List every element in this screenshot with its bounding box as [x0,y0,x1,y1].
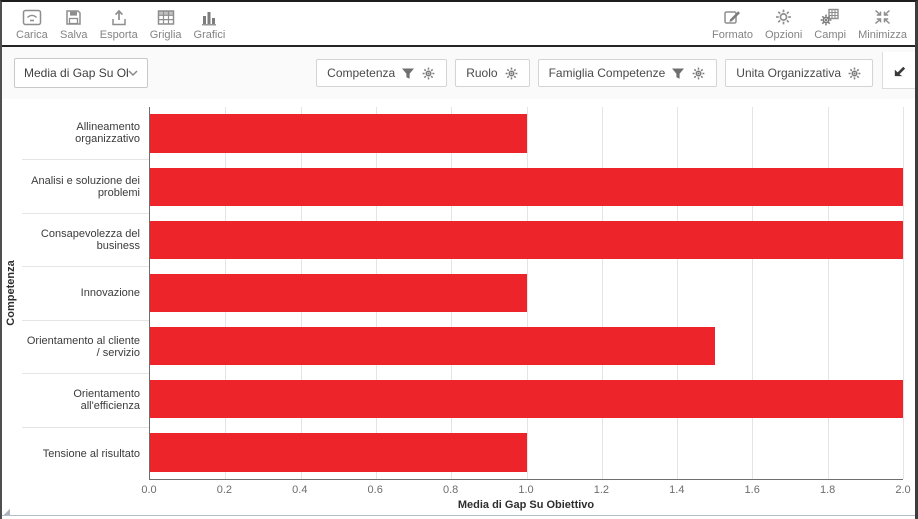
filter-bar: Media di Gap Su Obie... Competenza Ruolo F… [2,47,915,99]
toolbar-item-griglia[interactable]: Griglia [144,6,188,42]
x-tick-label: 1.8 [819,484,836,496]
category-label: Allineamento organizzativo [22,107,149,161]
x-tick-label: 1.4 [669,484,685,496]
filter-button-famiglia-competenze[interactable]: Famiglia Competenze [537,59,718,87]
category-band [150,266,903,319]
category-label: Consapevolezza del business [22,214,149,268]
category-band [150,373,903,426]
toolbar-item-label: Griglia [149,29,182,41]
toolbar-item-campi[interactable]: Campi [808,6,852,42]
x-axis-ticks: 0.0 0.2 0.4 0.6 0.8 1.0 1.2 1.4 1.6 1.8 2.0 [141,484,910,497]
filter-button-label: Unita Organizzativa [736,66,841,80]
category-band [150,213,903,266]
gear-icon[interactable] [847,66,862,81]
filter-button-unita-organizzativa[interactable]: Unita Organizzativa [725,59,873,87]
bar[interactable] [150,433,527,472]
gridline [903,107,904,479]
minimize-icon [872,7,893,27]
category-band [150,426,903,479]
bar[interactable] [150,273,527,313]
bar-series [150,107,903,479]
bar[interactable] [150,114,527,153]
toolbar-item-label: Minimizza [858,29,907,41]
gridline [601,107,603,479]
category-label: Analisi e soluzione dei problemi [22,160,149,214]
category-label: Innovazione [22,267,149,321]
x-tick-label: 1.2 [593,484,610,496]
gridline [526,107,528,479]
category-label: Orientamento all'efficienza [22,374,149,428]
toolbar-item-label: Esporta [99,29,138,41]
filter-button-label: Ruolo [466,66,498,80]
plot-area [149,107,904,480]
arrow-down-left-icon [892,63,907,78]
measure-dropdown-value: Media di Gap Su Obie... [24,66,128,80]
toolbar-item-label: Opzioni [765,29,803,41]
toolbar-left-group: Carica Salva Esporta Griglia Grafici [10,6,231,42]
filter-button-ruolo[interactable]: Ruolo [455,59,530,87]
gridline [752,107,754,479]
save-icon [64,7,83,27]
toolbar-item-label: Carica [16,29,48,41]
toolbar-right-group: Formato Opzioni Campi Minimizza [706,6,913,42]
window-bottom-border [2,515,915,516]
funnel-icon[interactable] [671,67,685,80]
filter-button-label: Competenza [327,66,396,80]
x-tick-label: 0.4 [292,484,308,496]
x-tick-label: 0.8 [442,484,459,496]
gridline [677,107,679,479]
category-band [150,107,903,160]
category-axis-labels: Allineamento organizzativo Analisi e solu… [22,107,149,480]
toolbar-item-label: Campi [814,29,847,41]
toolbar-item-label: Formato [712,29,753,41]
x-tick-label: 0.6 [367,484,383,496]
toolbar-item-carica[interactable]: Carica [10,6,54,42]
gear-icon[interactable] [421,66,436,81]
gear-icon [773,7,794,27]
gear-icon[interactable] [504,66,519,81]
toolbar-item-grafici[interactable]: Grafici [188,6,232,42]
y-axis-title: Competenza [5,260,17,326]
funnel-icon[interactable] [401,67,415,80]
bar-chart: Competenza Allineamento organizzativo Ana… [2,99,915,519]
category-label: Orientamento al cliente / servizio [22,321,149,375]
edit-icon [722,7,743,27]
category-label: Tensione al risultato [42,447,140,460]
chevron-down-icon [128,70,138,76]
open-icon [21,7,43,27]
grid-icon [156,7,176,27]
resize-grip[interactable] [4,509,10,515]
x-tick-label: 1.0 [518,484,534,496]
x-tick-label: 1.6 [744,484,760,496]
toolbar-item-opzioni[interactable]: Opzioni [759,6,808,42]
filter-button-label: Famiglia Competenze [548,66,666,80]
export-icon [109,7,129,27]
fields-icon [819,7,841,27]
gear-icon[interactable] [691,66,706,81]
toolbar-item-salva[interactable]: Salva [54,6,94,42]
bar[interactable] [150,380,903,419]
toolbar-item-esporta[interactable]: Esporta [94,6,144,42]
toolbar-item-label: Grafici [193,29,226,41]
toolbar-item-label: Salva [60,29,88,41]
category-band [150,160,903,213]
gridline [827,107,829,479]
main-toolbar: Carica Salva Esporta Griglia Grafici Formato… [2,2,915,47]
x-tick-label: 0.2 [216,484,233,496]
bar[interactable] [150,327,715,366]
restore-panel-button[interactable] [882,52,915,89]
measure-dropdown[interactable]: Media di Gap Su Obie... [14,58,148,88]
x-tick-label: 2.0 [895,484,911,496]
x-tick-label: 0.0 [141,484,157,496]
filter-button-competenza[interactable]: Competenza [316,59,448,87]
toolbar-item-formato[interactable]: Formato [706,6,759,42]
toolbar-item-minimizza[interactable]: Minimizza [852,6,913,42]
bar[interactable] [150,167,903,206]
category-band [150,320,903,373]
x-axis-title: Media di Gap Su Obiettivo [457,499,595,511]
charts-icon [200,7,218,27]
filter-buttons: Competenza Ruolo Famiglia Competenze Unita … [316,59,873,87]
bar[interactable] [150,220,903,259]
